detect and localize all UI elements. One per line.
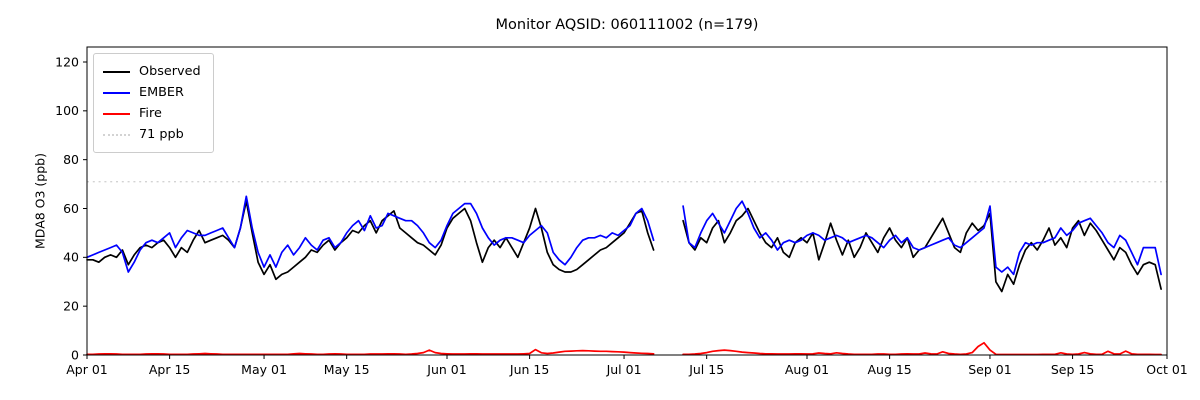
fire-line — [86, 341, 1162, 356]
x-tick-label: Jun 01 — [426, 362, 466, 377]
x-tick-label: Apr 15 — [149, 362, 191, 377]
legend-label: Fire — [139, 106, 162, 121]
legend-item-observed: Observed — [103, 61, 201, 82]
threshold-line-swatch — [103, 133, 130, 136]
x-tick-label: Aug 15 — [867, 362, 911, 377]
legend-item-threshold: 71 ppb — [103, 124, 201, 145]
fire-line-swatch — [103, 112, 130, 115]
x-tick-label: Oct 01 — [1146, 362, 1188, 377]
y-tick-label: 40 — [63, 250, 79, 265]
legend-item-ember: EMBER — [103, 82, 201, 103]
y-tick-label: 120 — [55, 54, 79, 69]
x-tick-label: Sep 15 — [1051, 362, 1094, 377]
chart-title: Monitor AQSID: 060111002 (n=179) — [495, 17, 759, 33]
observed-line — [86, 200, 1162, 293]
ember-line-swatch — [103, 91, 130, 94]
y-tick-label: 80 — [63, 152, 79, 167]
x-tick-label: Apr 01 — [66, 362, 108, 377]
x-tick-label: Aug 01 — [785, 362, 829, 377]
y-tick-label: 100 — [55, 103, 79, 118]
x-tick-label: May 01 — [241, 362, 287, 377]
legend-label: Observed — [139, 64, 201, 79]
legend: Observed EMBER Fire 71 ppb — [93, 53, 214, 153]
legend-label: EMBER — [139, 85, 184, 100]
observed-line-swatch — [103, 70, 130, 73]
ember-line — [86, 195, 1162, 276]
x-tick-label: Jun 15 — [509, 362, 549, 377]
x-tick-label: Jul 01 — [606, 362, 642, 377]
x-tick-label: Jul 15 — [688, 362, 724, 377]
legend-item-fire: Fire — [103, 103, 201, 124]
y-tick-label: 60 — [63, 201, 79, 216]
x-tick-label: May 15 — [324, 362, 370, 377]
plot-border — [86, 46, 1168, 356]
y-tick-label: 0 — [71, 347, 79, 362]
x-tick-label: Sep 01 — [968, 362, 1011, 377]
y-tick-label: 20 — [63, 298, 79, 313]
legend-label: 71 ppb — [139, 127, 184, 142]
y-axis-label: MDA8 O3 (ppb) — [32, 153, 48, 249]
